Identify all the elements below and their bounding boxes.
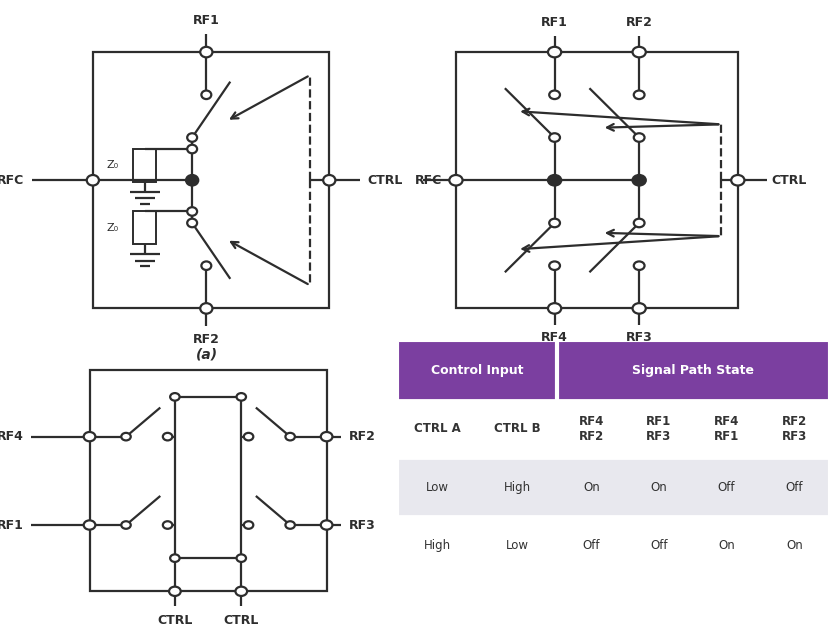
Text: Off: Off <box>717 481 734 494</box>
Text: RF2: RF2 <box>625 16 652 29</box>
Circle shape <box>632 47 645 58</box>
Text: Control Input: Control Input <box>431 364 523 377</box>
Text: (a): (a) <box>196 348 218 362</box>
Circle shape <box>323 175 335 186</box>
Text: RF4: RF4 <box>0 430 24 443</box>
Circle shape <box>87 175 99 186</box>
Bar <box>556 341 827 399</box>
Circle shape <box>633 133 644 142</box>
Circle shape <box>320 520 332 530</box>
Text: RF4: RF4 <box>541 332 567 344</box>
Text: CTRL: CTRL <box>224 614 258 627</box>
Circle shape <box>633 219 644 228</box>
Text: High: High <box>424 539 450 552</box>
Bar <box>397 341 556 399</box>
Text: Low: Low <box>426 481 449 494</box>
Circle shape <box>449 175 462 186</box>
Circle shape <box>121 521 131 529</box>
Bar <box>133 212 156 245</box>
Text: CTRL: CTRL <box>367 174 402 186</box>
Text: Off: Off <box>785 481 802 494</box>
Circle shape <box>201 262 211 270</box>
Text: High: High <box>503 481 531 494</box>
Circle shape <box>243 433 253 441</box>
Circle shape <box>548 90 560 99</box>
Circle shape <box>547 175 561 186</box>
Text: RF1: RF1 <box>541 16 567 29</box>
Circle shape <box>632 303 645 313</box>
Circle shape <box>170 554 180 562</box>
Bar <box>455 52 737 308</box>
Text: Off: Off <box>582 539 599 552</box>
Circle shape <box>547 47 561 58</box>
Circle shape <box>187 133 197 142</box>
Text: RF1: RF1 <box>0 518 24 532</box>
Circle shape <box>185 175 198 186</box>
Circle shape <box>187 219 197 228</box>
Text: On: On <box>785 539 802 552</box>
Text: RF2
RF3: RF2 RF3 <box>781 415 806 443</box>
Text: On: On <box>650 481 667 494</box>
Circle shape <box>320 432 332 441</box>
Text: On: On <box>717 539 734 552</box>
Text: RF1
RF3: RF1 RF3 <box>646 415 671 443</box>
Circle shape <box>84 520 95 530</box>
Text: Off: Off <box>649 539 667 552</box>
Text: Z₀: Z₀ <box>106 223 118 233</box>
Circle shape <box>236 554 246 562</box>
Circle shape <box>730 175 744 186</box>
Circle shape <box>632 175 645 186</box>
Circle shape <box>200 303 212 313</box>
Bar <box>397 399 827 458</box>
Circle shape <box>162 521 172 529</box>
Text: (b): (b) <box>609 348 633 362</box>
Text: RF3: RF3 <box>625 332 652 344</box>
Text: RFC: RFC <box>0 174 24 186</box>
Text: CTRL: CTRL <box>770 174 806 186</box>
Text: Low: Low <box>505 539 528 552</box>
Text: Z₀: Z₀ <box>106 161 118 171</box>
Circle shape <box>548 133 560 142</box>
Bar <box>93 52 329 308</box>
Text: RF3: RF3 <box>348 518 375 532</box>
Text: RF1: RF1 <box>193 15 219 27</box>
Circle shape <box>169 586 181 596</box>
Text: Signal Path State: Signal Path State <box>631 364 753 377</box>
Circle shape <box>162 433 172 441</box>
Text: RFC: RFC <box>414 174 441 186</box>
Circle shape <box>84 432 95 441</box>
Circle shape <box>236 393 246 401</box>
Text: CTRL: CTRL <box>157 614 192 627</box>
Bar <box>133 149 156 182</box>
Circle shape <box>633 262 644 270</box>
Circle shape <box>121 433 131 441</box>
Circle shape <box>548 262 560 270</box>
Text: CTRL B: CTRL B <box>493 422 540 435</box>
Circle shape <box>187 145 197 154</box>
Text: RF4
RF1: RF4 RF1 <box>713 415 739 443</box>
Circle shape <box>547 303 561 313</box>
Circle shape <box>243 521 253 529</box>
Bar <box>397 516 827 575</box>
Text: On: On <box>582 481 599 494</box>
Circle shape <box>187 207 197 216</box>
Bar <box>89 370 326 592</box>
Circle shape <box>633 90 644 99</box>
Circle shape <box>548 219 560 228</box>
Circle shape <box>170 393 180 401</box>
Text: CTRL A: CTRL A <box>414 422 460 435</box>
Text: RF2: RF2 <box>193 333 219 346</box>
Circle shape <box>201 90 211 99</box>
Circle shape <box>200 47 212 58</box>
Bar <box>397 458 827 516</box>
Circle shape <box>285 433 295 441</box>
Text: RF2: RF2 <box>348 430 375 443</box>
Circle shape <box>235 586 247 596</box>
Circle shape <box>285 521 295 529</box>
Text: RF4
RF2: RF4 RF2 <box>578 415 604 443</box>
